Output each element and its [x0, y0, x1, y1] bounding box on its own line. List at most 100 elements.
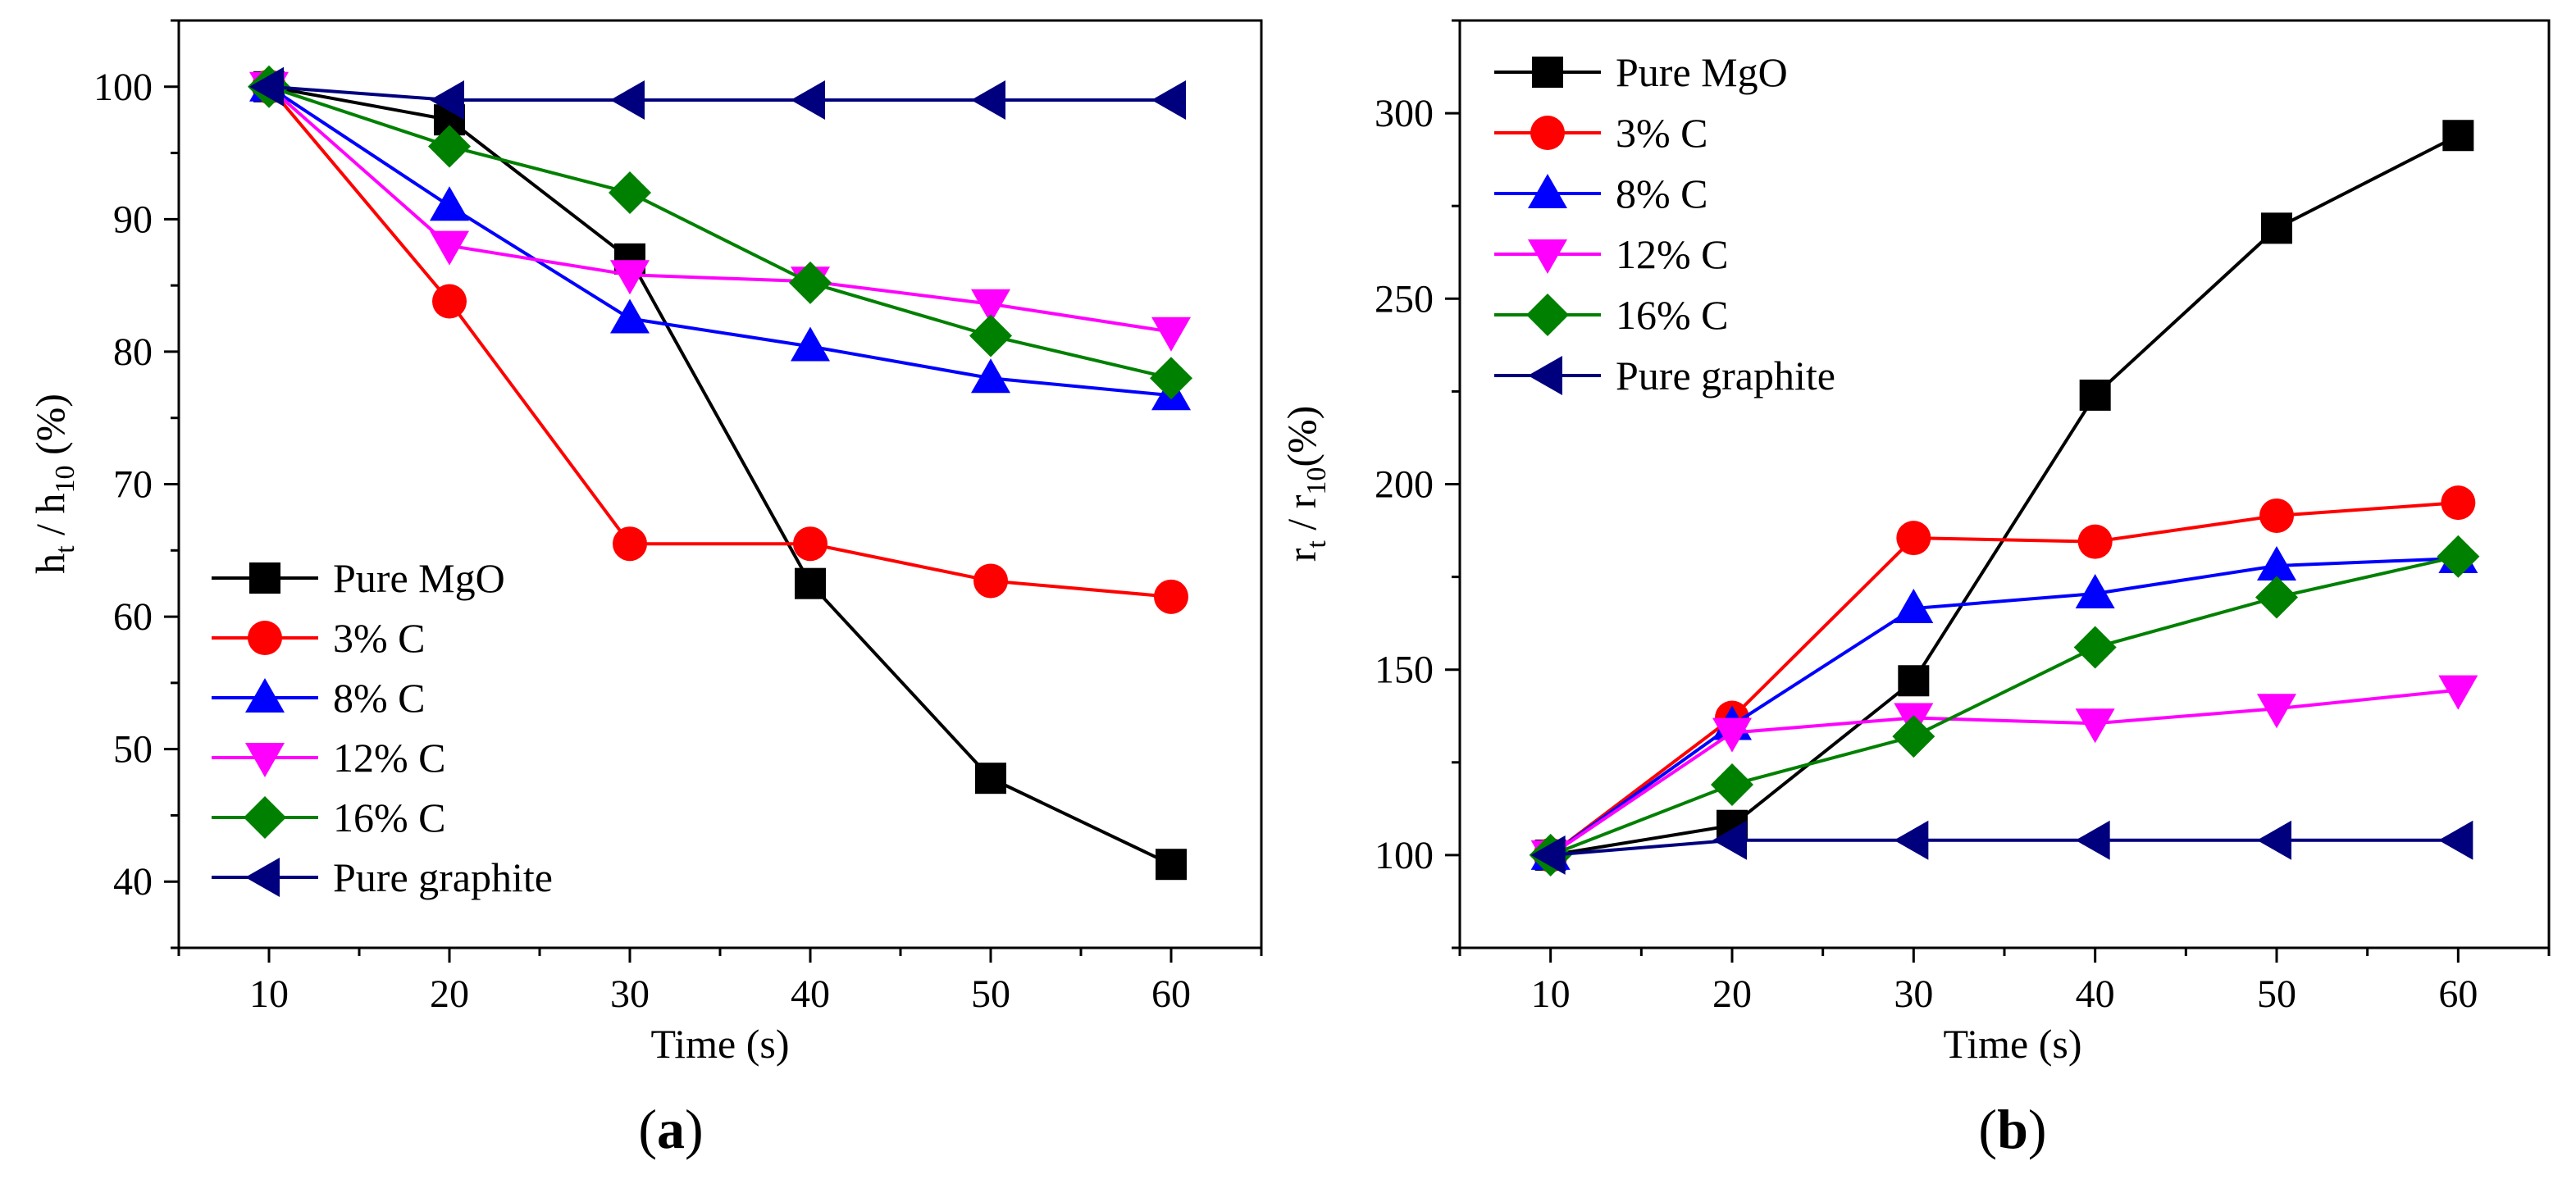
series-line-3pct-c — [1549, 501, 2459, 857]
data-point-pure-mgo — [2261, 212, 2292, 244]
y-tick-label: 60 — [113, 595, 153, 639]
data-point-3pct-c — [432, 284, 467, 319]
legend-label: 3% C — [1616, 110, 1708, 156]
y-tick-label: 250 — [1375, 277, 1434, 321]
legend-marker-pure-mgo — [1532, 57, 1563, 88]
legend-entry-pure-graphite: Pure graphite — [1494, 353, 1835, 398]
series-line-3pct-c — [267, 85, 1172, 599]
x-axis-label-a: Time (s) — [650, 1021, 789, 1067]
legend-b: Pure MgO 3% C 8% C 12% C 16% C Pure graphite — [1494, 49, 1835, 398]
x-tick-label: 10 — [249, 972, 289, 1016]
data-point-pure-mgo — [1156, 849, 1187, 881]
data-point-pure-graphite — [791, 80, 825, 120]
data-point-16pct-c — [2073, 626, 2117, 669]
panel-label-a-open: ( — [638, 1098, 657, 1160]
data-point-pure-mgo — [2079, 379, 2111, 411]
series-pure-graphite — [1530, 820, 2473, 875]
legend-label: 16% C — [333, 795, 446, 840]
data-point-16pct-c — [789, 261, 832, 304]
series-pure-graphite — [249, 66, 1186, 120]
legend-marker-pure-mgo — [249, 562, 280, 594]
y-tick-label: 50 — [113, 728, 153, 772]
y-label-b-part1: r — [1279, 548, 1324, 562]
legend-entry-16pct-c: 16% C — [212, 795, 446, 840]
data-point-12pct-c — [2257, 694, 2296, 729]
legend-entry-3pct-c: 3% C — [212, 615, 426, 661]
series-line-12pct-c — [267, 85, 1172, 334]
panel-a: 10 20 30 40 50 60 40 50 60 70 80 90 100 Pure MgO 3% C… — [27, 19, 1263, 1160]
series-16pct-c — [1529, 535, 2480, 877]
data-point-pure-graphite — [249, 66, 284, 107]
series-8pct-c — [1530, 538, 2478, 870]
series-line-pure-graphite — [1550, 838, 2459, 857]
y-label-a-sub1: t — [50, 545, 80, 553]
y-axis-label-b: rt / r10(%) — [1279, 406, 1332, 562]
legend-label: 3% C — [333, 615, 426, 661]
data-point-16pct-c — [609, 171, 651, 215]
data-point-12pct-c — [2438, 675, 2478, 710]
panel-label-b-close: ) — [2028, 1098, 2047, 1160]
series-line-8pct-c — [1549, 556, 2459, 857]
y-label-b-sub2: 10 — [1302, 467, 1332, 495]
x-tick-label: 50 — [971, 972, 1010, 1016]
data-point-pure-graphite — [610, 80, 645, 120]
y-label-a-part1: h — [27, 553, 73, 574]
legend-entry-16pct-c: 16% C — [1494, 292, 1729, 338]
legend-entry-pure-graphite: Pure graphite — [212, 854, 553, 900]
data-point-8pct-c — [791, 326, 830, 362]
series-16pct-c — [248, 65, 1192, 400]
data-point-8pct-c — [1894, 589, 1934, 624]
data-point-pure-graphite — [1712, 820, 1747, 860]
data-point-pure-graphite — [430, 80, 464, 120]
x-tick-label: 40 — [2076, 972, 2115, 1016]
legend-entry-pure-mgo: Pure MgO — [1494, 49, 1788, 95]
legend-marker-12pct-c — [1528, 239, 1567, 274]
series-line-8pct-c — [267, 85, 1172, 398]
data-point-16pct-c — [1711, 763, 1753, 806]
data-point-pure-graphite — [1151, 80, 1186, 120]
data-point-16pct-c — [969, 314, 1012, 357]
y-label-a-sub2: 10 — [50, 466, 80, 494]
legend-entry-3pct-c: 3% C — [1494, 110, 1708, 156]
data-point-16pct-c — [1150, 357, 1192, 400]
data-point-3pct-c — [793, 526, 828, 562]
data-point-8pct-c — [430, 186, 469, 221]
data-point-pure-graphite — [2075, 820, 2110, 860]
data-point-8pct-c — [971, 358, 1010, 394]
data-point-12pct-c — [1712, 717, 1752, 753]
legend-label: 12% C — [333, 735, 446, 781]
axis-ticks-a: 10 20 30 40 50 60 40 50 60 70 80 90 100 — [93, 19, 1263, 1016]
legend-entry-12pct-c: 12% C — [1494, 231, 1729, 277]
data-point-16pct-c — [2437, 535, 2480, 578]
y-tick-label: 200 — [1375, 463, 1434, 507]
plot-frame-b — [1458, 19, 2551, 949]
series-line-16pct-c — [268, 84, 1172, 380]
data-point-pure-graphite — [1530, 835, 1566, 875]
legend-label: 16% C — [1616, 292, 1729, 338]
data-point-3pct-c — [613, 526, 647, 562]
x-tick-label: 20 — [1712, 972, 1752, 1016]
x-tick-label: 20 — [430, 972, 469, 1016]
data-point-pure-mgo — [1898, 665, 1930, 697]
y-label-b-part2: / r — [1279, 494, 1324, 540]
legend-marker-pure-graphite — [245, 858, 280, 897]
series-12pct-c — [249, 71, 1191, 352]
legend-marker-3pct-c — [248, 621, 282, 655]
legend-marker-pure-graphite — [1528, 356, 1562, 395]
data-point-pure-graphite — [2438, 820, 2473, 860]
data-point-3pct-c — [973, 563, 1008, 599]
series-3pct-c — [252, 69, 1188, 614]
x-axis-label-b: Time (s) — [1943, 1021, 2081, 1067]
legend-label: Pure graphite — [333, 854, 553, 900]
panel-label-a-close: ) — [685, 1098, 704, 1160]
y-label-a-part2: / h — [27, 494, 73, 546]
x-tick-label: 50 — [2257, 972, 2296, 1016]
series-line-pure-mgo — [1550, 134, 2460, 857]
axis-ticks-b: 10 20 30 40 50 60 100 150 200 250 300 — [1375, 19, 2551, 1016]
data-point-3pct-c — [2259, 498, 2294, 533]
panel-label-b-open: ( — [1978, 1098, 1997, 1160]
data-point-12pct-c — [971, 289, 1010, 324]
x-tick-label: 30 — [610, 972, 650, 1016]
data-point-12pct-c — [1151, 316, 1191, 352]
